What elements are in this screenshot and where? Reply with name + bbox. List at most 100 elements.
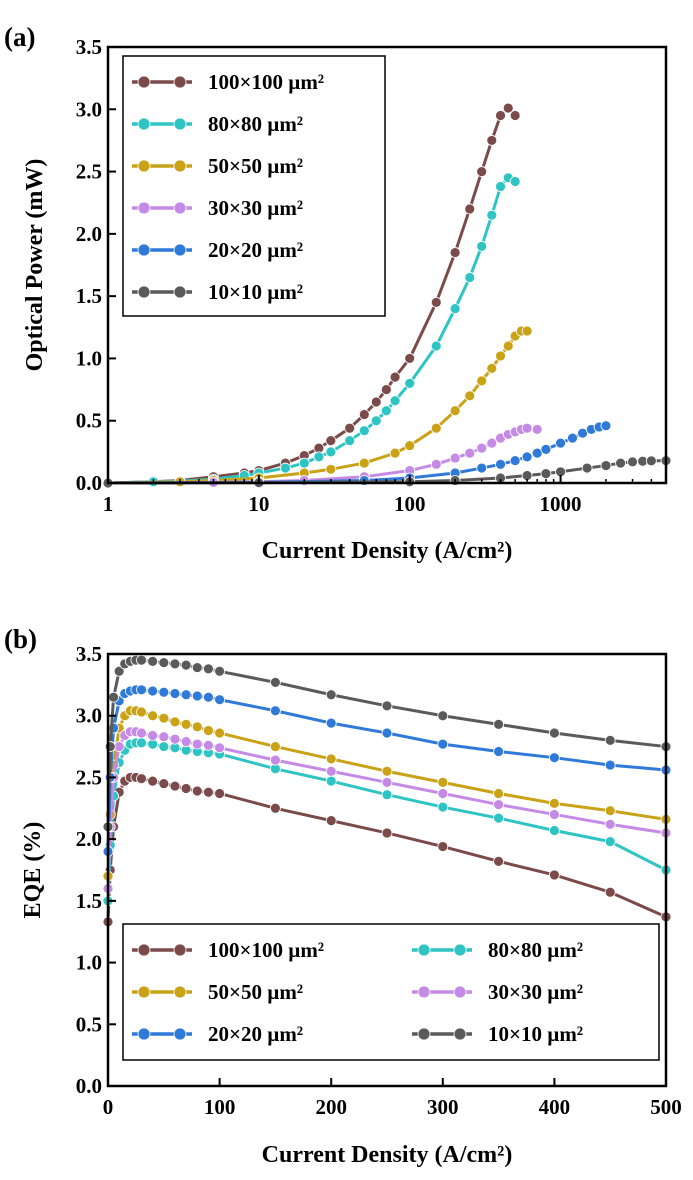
panel-b-data-point <box>325 815 337 827</box>
panel-b-y-tick-label: 3.0 <box>76 704 102 728</box>
panel-a-data-point <box>555 437 566 449</box>
panel-a-data-point <box>358 425 370 437</box>
panel-a-data-point <box>380 405 392 417</box>
panel-b-data-point <box>136 684 147 696</box>
panel-b-data-point <box>549 825 560 836</box>
panel-b-data-point <box>493 718 505 730</box>
panel-a-data-point <box>370 415 382 427</box>
panel-a-x-tick-label: 1 <box>103 492 114 516</box>
panel-b-data-point <box>214 727 226 739</box>
panel-a-data-point <box>430 422 442 434</box>
panel-a-legend-label: 30×30 µm² <box>208 196 303 220</box>
panel-b-data-point <box>169 733 181 745</box>
panel-a-data-point <box>358 409 370 420</box>
panel-b-data-point <box>269 754 281 766</box>
panel-b-data-point <box>549 869 560 881</box>
panel-b-data-point <box>437 801 449 813</box>
panel-a-data-point <box>521 325 533 337</box>
panel-b-data-point <box>437 841 449 852</box>
panel-b-data-point <box>604 818 616 830</box>
panel-a-data-point <box>531 424 543 435</box>
panel-b-y-axis-label: EQE (%) <box>20 822 46 919</box>
panel-b-data-point <box>269 705 281 717</box>
panel-a-legend-label: 100×100 µm² <box>208 70 324 94</box>
panel-a-data-point <box>404 440 416 452</box>
panel-b-legend-entry: 10×10 µm² <box>412 1022 583 1046</box>
panel-a-data-point <box>521 451 533 463</box>
panel-b-data-point <box>493 788 505 799</box>
panel-b-data-point <box>158 741 170 752</box>
panel-a-data-point <box>600 460 612 471</box>
panel-b-legend-marker <box>453 985 467 999</box>
panel-a-legend-entry: 20×20 µm² <box>132 238 303 262</box>
panel-a-data-point <box>495 458 506 470</box>
panel-a-y-tick-label: 3.5 <box>76 35 102 59</box>
panel-a-x-tick-label: 1000 <box>540 492 582 516</box>
panel-b-data-point <box>191 738 203 750</box>
panel-b-data-point <box>604 886 616 898</box>
panel-a-legend-marker <box>137 201 151 215</box>
panel-b-y-tick-label: 3.5 <box>76 642 102 666</box>
panel-a-x-tick-label: 100 <box>394 492 426 516</box>
panel-b-x-tick-label: 400 <box>539 1095 571 1119</box>
panel-b-data-point <box>158 712 170 724</box>
panel-b-legend-entry: 20×20 µm² <box>132 1022 303 1046</box>
panel-a-legend-marker <box>173 243 187 257</box>
panel-b-label: (b) <box>4 624 37 654</box>
panel-a-data-point <box>464 390 476 402</box>
panel-b-data-point <box>604 836 616 848</box>
panel-b-data-point <box>604 759 616 771</box>
panel-a-label: (a) <box>4 22 35 52</box>
panel-b-data-point <box>493 799 505 810</box>
panel-a-legend-label: 50×50 µm² <box>208 154 303 178</box>
panel-b-data-point <box>203 739 214 751</box>
panel-b-data-point <box>549 727 560 739</box>
panel-a-data-point <box>486 437 498 449</box>
panel-b-legend-entry: 100×100 µm² <box>132 938 324 962</box>
panel-a-data-point <box>389 447 401 459</box>
panel-b-legend-marker <box>173 943 187 957</box>
panel-a-legend-label: 20×20 µm² <box>208 238 303 262</box>
panel-b-legend-box <box>122 923 660 1061</box>
panel-b-data-point <box>437 710 449 722</box>
panel-a-y-tick-label: 0.5 <box>76 409 102 433</box>
panel-a-data-point <box>495 110 506 121</box>
panel-a-legend-marker <box>137 243 151 257</box>
panel-a-data-point <box>495 350 506 362</box>
panel-a-series-50-50-m <box>102 325 533 489</box>
panel-a-y-tick-label: 1.5 <box>76 284 102 308</box>
panel-b-x-tick-label: 0 <box>103 1095 114 1119</box>
panel-b-y-tick-label: 1.5 <box>76 889 102 913</box>
panel-a-data-point <box>509 176 521 187</box>
panel-b-legend-entry: 30×30 µm² <box>412 980 583 1004</box>
panel-b-legend-marker <box>173 985 187 999</box>
panel-b-data-point <box>191 662 203 673</box>
panel-a-data-point <box>540 443 552 455</box>
panel-b-data-point <box>147 730 159 741</box>
panel-b-legend-label: 10×10 µm² <box>488 1022 583 1046</box>
panel-b-data-point <box>191 721 203 733</box>
panel-b-data-point <box>381 727 393 739</box>
panel-b-series-50-50-m <box>102 705 672 882</box>
panel-b-x-tick-label: 100 <box>204 1095 236 1119</box>
panel-a-data-point <box>581 462 593 474</box>
panel-a-y-tick-label: 3.0 <box>76 97 102 121</box>
panel-a-data-point <box>486 135 498 146</box>
panel-b-plot-frame <box>106 652 668 1088</box>
panel-b-data-point <box>158 731 170 743</box>
panel-b-x-axis-label: Current Density (A/cm²) <box>262 1142 513 1168</box>
panel-a-data-point <box>449 405 461 417</box>
panel-a-data-point <box>430 296 442 308</box>
panel-b-y-tick-label: 2.0 <box>76 827 102 851</box>
panel-b-data-point <box>381 700 393 712</box>
panel-a-data-point <box>298 457 310 469</box>
panel-b-data-point <box>549 809 560 820</box>
panel-b-data-point <box>113 741 125 752</box>
panel-a-data-point <box>509 110 521 121</box>
panel-a-data-point <box>313 451 325 463</box>
panel-b-legend-label: 80×80 µm² <box>488 938 583 962</box>
panel-b-legend-marker <box>137 1027 151 1041</box>
panel-a-data-point <box>476 462 488 474</box>
panel-b-data-point <box>604 735 616 746</box>
panel-a-data-point <box>495 181 506 192</box>
